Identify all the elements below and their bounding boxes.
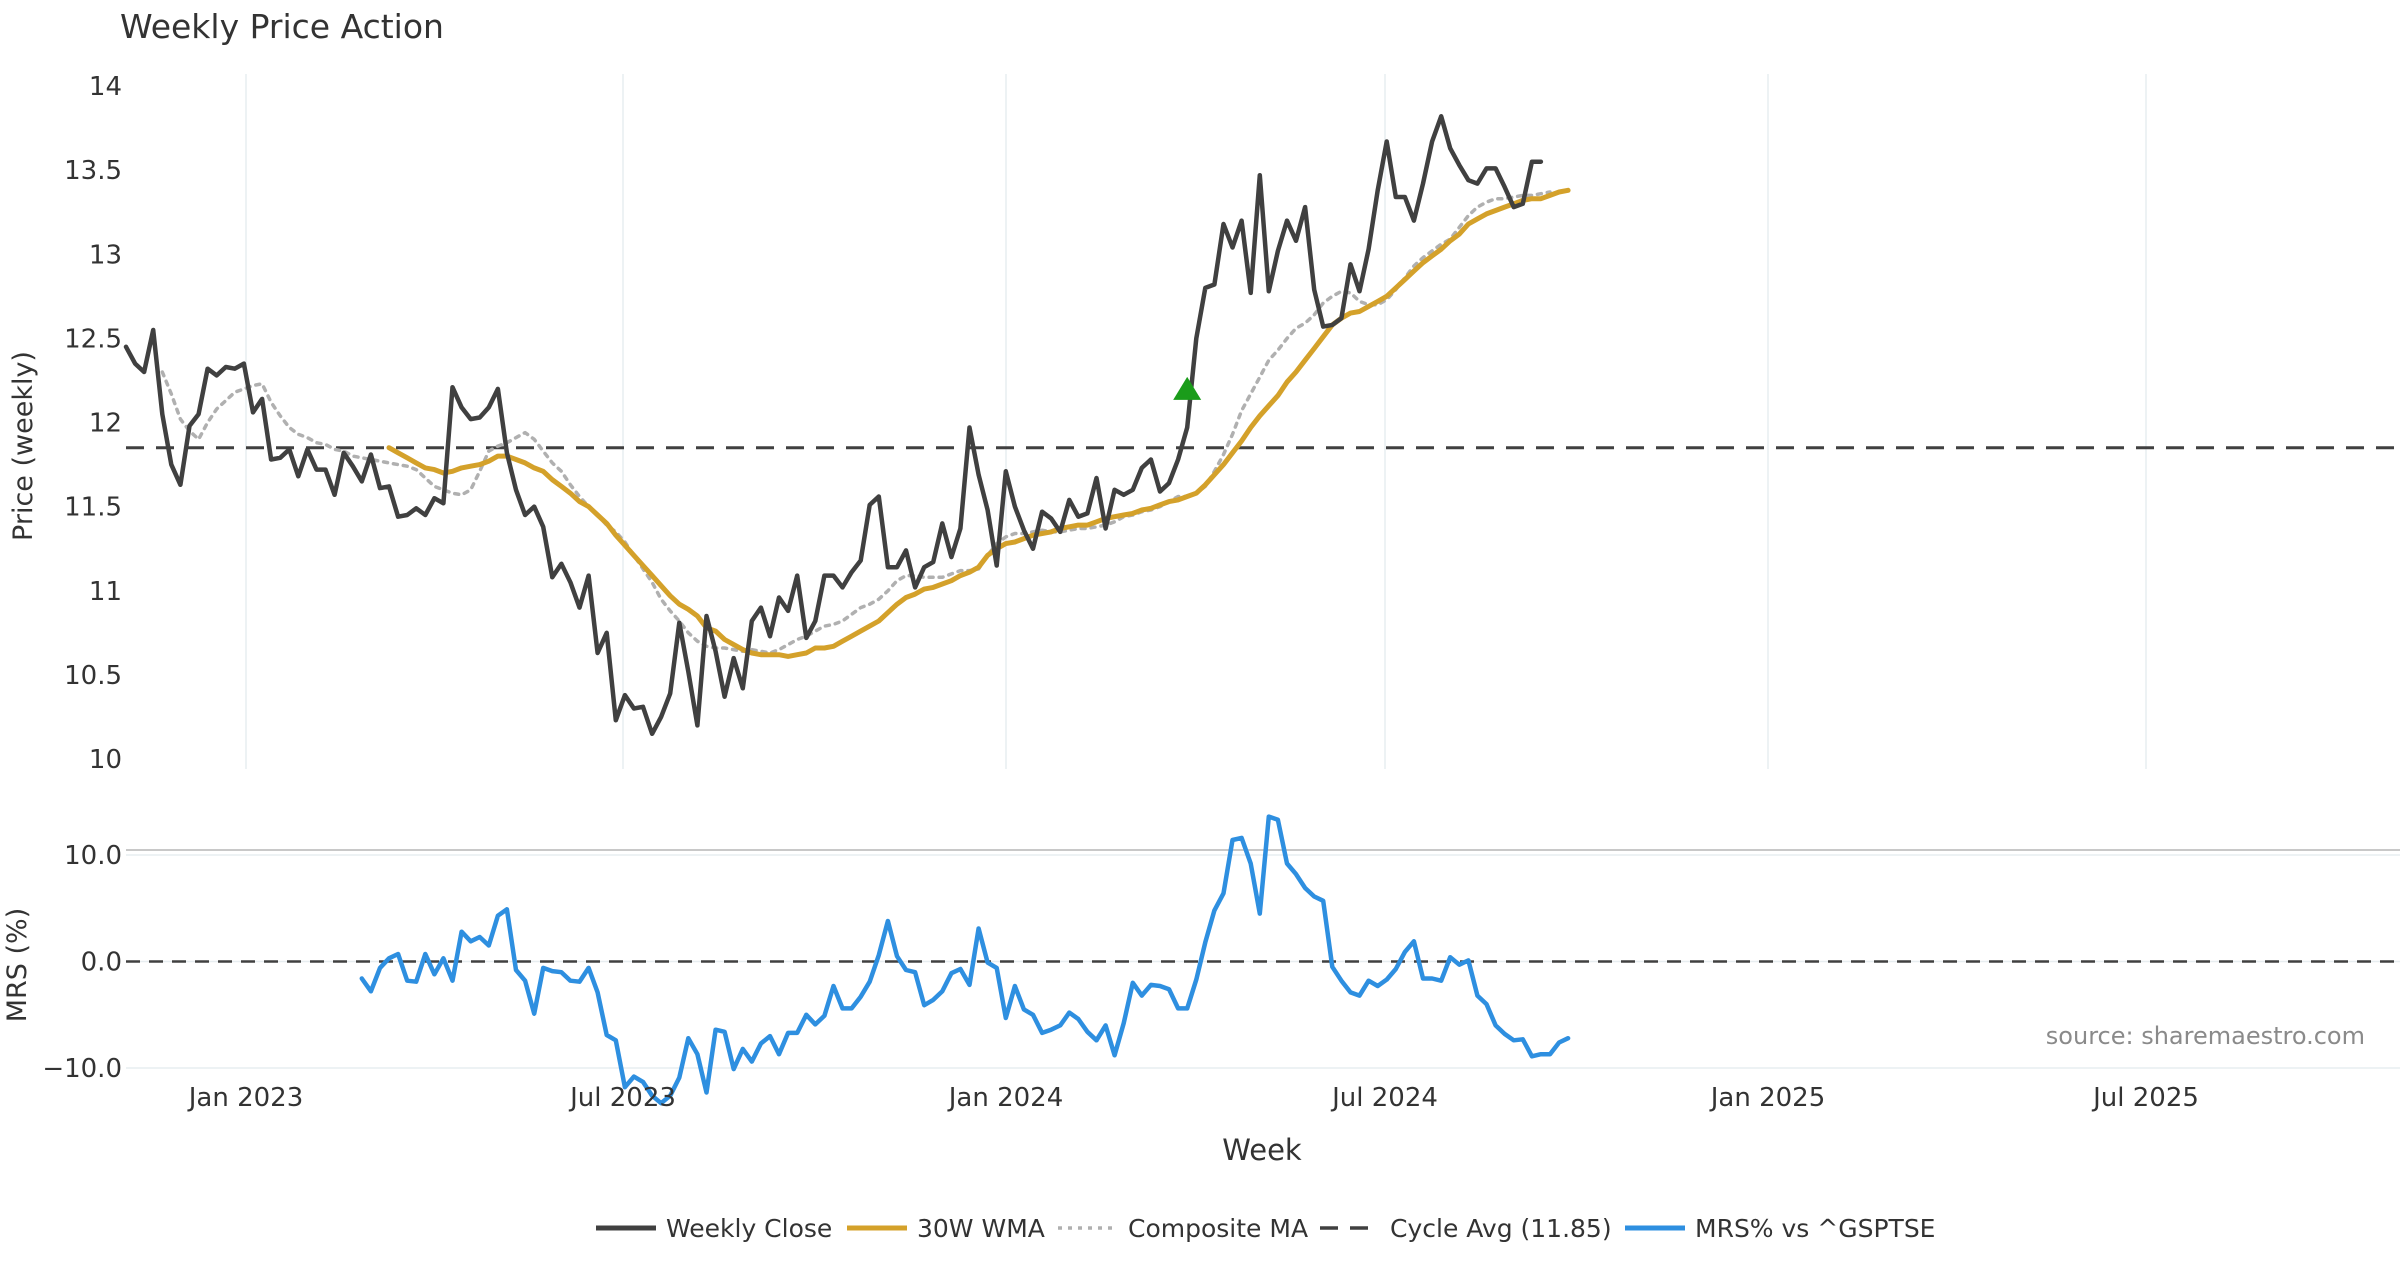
legend-label: Cycle Avg (11.85) bbox=[1390, 1214, 1612, 1243]
price-y-tick-label: 12.5 bbox=[64, 324, 122, 354]
mrs-y-tick-label: 0.0 bbox=[81, 948, 122, 978]
price-y-tick-label: 14 bbox=[89, 72, 122, 102]
legend-label: Composite MA bbox=[1128, 1214, 1308, 1243]
x-axis-label: Week bbox=[1222, 1133, 1302, 1167]
price-y-label: Price (weekly) bbox=[8, 351, 39, 541]
mrs-y-tick-label: 10.0 bbox=[64, 841, 122, 871]
x-tick-label: Jul 2023 bbox=[568, 1083, 676, 1113]
x-tick-label: Jul 2024 bbox=[1330, 1083, 1438, 1113]
mrs-y-tick-label: −10.0 bbox=[42, 1054, 122, 1084]
legend-label: MRS% vs ^GSPTSE bbox=[1695, 1214, 1935, 1243]
legend: Weekly Close 30W WMA Composite MA Cycle Avg… bbox=[596, 1214, 1935, 1243]
price-y-tick-label: 11 bbox=[89, 577, 122, 607]
price-y-tick-label: 10 bbox=[89, 745, 122, 775]
weekly-close-line bbox=[123, 114, 1544, 737]
mrs-line bbox=[359, 814, 1571, 1106]
composite-ma-line bbox=[160, 190, 1552, 655]
price-series-group bbox=[123, 114, 1571, 737]
signal-triangle-marker bbox=[1173, 376, 1202, 400]
x-tick-label: Jan 2023 bbox=[187, 1083, 304, 1113]
price-y-tick-label: 13 bbox=[89, 240, 122, 270]
x-tick-label: Jan 2025 bbox=[1709, 1083, 1826, 1113]
wma-30w-line bbox=[386, 187, 1571, 659]
x-tick-label: Jan 2024 bbox=[947, 1083, 1064, 1113]
mrs-y-label: MRS (%) bbox=[2, 908, 33, 1023]
x-ticks: Jan 2023 Jul 2023 Jan 2024 Jul 2024 Jan 2025… bbox=[187, 1083, 2199, 1113]
legend-label: Weekly Close bbox=[666, 1214, 832, 1243]
price-y-tick-label: 11.5 bbox=[64, 493, 122, 523]
legend-label: 30W WMA bbox=[917, 1214, 1045, 1243]
source-note: source: sharemaestro.com bbox=[2046, 1022, 2365, 1050]
price-y-tick-label: 13.5 bbox=[64, 156, 122, 186]
price-y-tick-label: 12 bbox=[89, 409, 122, 439]
price-y-ticks: 10 10.5 11 11.5 12 12.5 13 13.5 14 bbox=[64, 72, 122, 775]
x-tick-label: Jul 2025 bbox=[2091, 1083, 2199, 1113]
mrs-series-group bbox=[359, 814, 1571, 1106]
price-y-tick-label: 10.5 bbox=[64, 661, 122, 691]
chart-title: Weekly Price Action bbox=[120, 7, 444, 46]
mrs-y-ticks: 10.0 0.0 −10.0 bbox=[42, 841, 122, 1084]
